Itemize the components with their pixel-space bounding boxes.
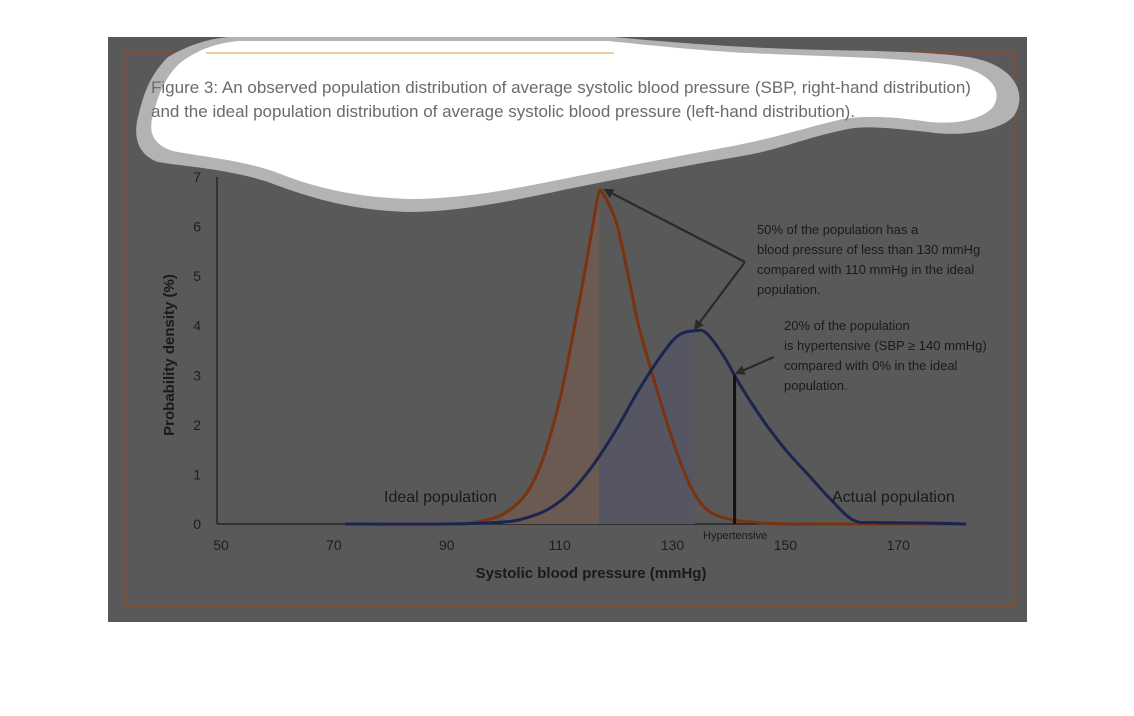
y-tick-label: 6: [193, 219, 201, 235]
x-axis-title: Systolic blood pressure (mmHg): [476, 565, 707, 582]
median-arrow-to-ideal: [603, 188, 746, 263]
series-fills: [503, 191, 696, 524]
x-tick-label: 170: [887, 537, 911, 553]
figure-caption-line1: Figure 3: An observed population distrib…: [151, 78, 971, 97]
figure-chart: Figure 3: An observed population distrib…: [123, 37, 1020, 608]
x-tick-label: 70: [326, 537, 342, 553]
x-tick-label: 130: [661, 537, 685, 553]
annotation-median-line: population.: [757, 282, 821, 297]
actual-population-label: Actual population: [832, 489, 955, 506]
actual-shaded-area: [599, 330, 696, 524]
x-tick-label: 50: [213, 537, 229, 553]
annotation-hypertensive-line: population.: [784, 378, 848, 393]
y-tick-label: 3: [193, 367, 201, 383]
ideal-shaded-area: [503, 191, 600, 524]
figure-caption-line2: and the ideal population distribution of…: [151, 102, 855, 121]
y-axis-ticks: 0 1 2 3 4 5 6 7: [193, 169, 201, 532]
annotation-hypertensive-line: 20% of the population: [784, 318, 910, 333]
ideal-population-label: Ideal population: [384, 489, 497, 506]
y-tick-label: 5: [193, 268, 201, 284]
y-tick-label: 2: [193, 417, 201, 433]
annotation-median-line: blood pressure of less than 130 mmHg: [757, 242, 980, 257]
y-tick-label: 7: [193, 169, 201, 185]
caption-overlay: Figure 3: An observed population distrib…: [136, 37, 1020, 212]
annotation-median-line: 50% of the population has a: [757, 222, 919, 237]
hypertensive-arrow: [734, 355, 775, 375]
annotation-median: 50% of the population has a blood pressur…: [603, 188, 980, 331]
y-axis-title: Probability density (%): [161, 274, 178, 436]
ideal-population-curve: [345, 188, 967, 526]
y-tick-label: 0: [193, 516, 201, 532]
x-tick-label: 110: [548, 537, 571, 553]
x-tick-label: 150: [774, 537, 798, 553]
x-axis-ticks: 50 70 90 110 130 150 170: [213, 537, 910, 553]
actual-population-curve: [345, 328, 967, 526]
annotation-hypertensive-line: is hypertensive (SBP ≥ 140 mmHg): [784, 338, 987, 353]
annotation-hypertensive-line: compared with 0% in the ideal: [784, 358, 958, 373]
median-arrow-to-actual: [693, 261, 746, 331]
annotation-median-line: compared with 110 mmHg in the ideal: [757, 262, 974, 277]
y-tick-label: 1: [193, 466, 201, 482]
x-tick-label: 90: [439, 537, 455, 553]
series-curves: [345, 188, 967, 526]
annotation-hypertensive: 20% of the population is hypertensive (SB…: [734, 318, 987, 393]
figure-panel: Figure 3: An observed population distrib…: [108, 37, 1027, 622]
y-tick-label: 4: [193, 318, 201, 334]
hypertensive-label: Hypertensive: [703, 530, 767, 542]
